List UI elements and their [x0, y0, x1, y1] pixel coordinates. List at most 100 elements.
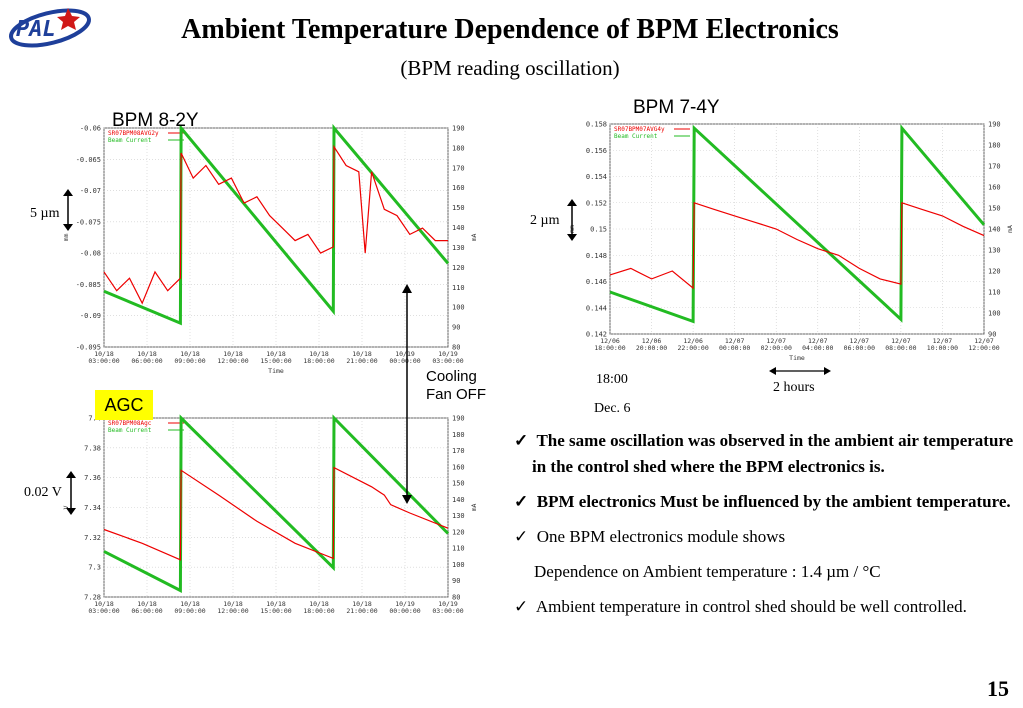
x-tick-label: 10/19 [395, 600, 415, 608]
bullet-2-text: BPM electronics Must be influenced by th… [536, 492, 1011, 511]
bullet-3-detail: Dependence on Ambient temperature : 1.4 … [534, 562, 881, 581]
y2-tick-label: 90 [988, 331, 996, 339]
x-tick-label: 03:00:00 [432, 357, 463, 365]
x-tick-label: 10/18 [94, 600, 114, 608]
y2-tick-label: 180 [452, 431, 465, 439]
x-tick-label: 04:00:00 [802, 344, 833, 352]
x-tick-label: 06:00:00 [131, 607, 162, 615]
y-tick-label: -0.08 [80, 250, 101, 258]
two-hours-arrow [769, 367, 831, 375]
y-tick-label: 7.32 [84, 534, 101, 542]
bpm-8-2y-label: BPM 8-2Y [112, 110, 199, 131]
y2-tick-label: 150 [452, 480, 465, 488]
y-tick-label: 7.36 [84, 474, 101, 482]
legend-label: SR07BPM08AVG2y [108, 130, 159, 137]
x-tick-label: 10/18 [180, 600, 200, 608]
y2-tick-label: 160 [452, 184, 465, 192]
y-tick-label: 0.156 [586, 147, 607, 155]
beam-current-line [103, 123, 450, 326]
page-subtitle: (BPM reading oscillation) [400, 56, 620, 80]
check-icon: ✓ [514, 597, 529, 616]
x-tick-label: 10/19 [438, 350, 458, 358]
beam-current-line [609, 124, 986, 324]
x-tick-label: 12:00:00 [968, 344, 999, 352]
y2-tick-label: 90 [452, 577, 460, 585]
x-tick-label: 10/19 [395, 350, 415, 358]
x-tick-label: 12/07 [974, 337, 994, 345]
check-icon: ✓ [514, 492, 529, 511]
cooling-fan-annotation: Cooling Fan OFF [426, 368, 486, 404]
y2-tick-label: 190 [988, 121, 1001, 129]
cooling-line2: Fan OFF [426, 386, 487, 403]
y-axis-label: V [62, 505, 70, 509]
y-tick-label: -0.07 [80, 187, 101, 195]
y2-tick-label: 110 [988, 289, 1001, 297]
y-tick-label: 0.144 [586, 304, 607, 312]
y-tick-label: -0.095 [76, 344, 101, 352]
y2-axis-label: mA [470, 504, 478, 512]
beam-current-line [103, 414, 450, 593]
y2-tick-label: 110 [452, 284, 465, 292]
x-tick-label: 21:00:00 [346, 607, 377, 615]
y2-tick-label: 150 [988, 205, 1001, 213]
bullet-list: ✓ The same oscillation was observed in t… [514, 428, 1019, 629]
x-tick-label: 08:00:00 [885, 344, 916, 352]
x-tick-label: 15:00:00 [260, 607, 291, 615]
x-tick-label: 00:00:00 [389, 357, 420, 365]
y-tick-label: 7.38 [84, 444, 101, 452]
y2-tick-label: 130 [452, 512, 465, 520]
position-line [609, 201, 985, 290]
y2-tick-label: 100 [452, 561, 465, 569]
agc-label: AGC [95, 390, 153, 420]
y-tick-label: 0.152 [586, 199, 607, 207]
bpm-7-4y-label: BPM 7-4Y [633, 97, 720, 118]
y-tick-label: 0.15 [590, 226, 607, 234]
x-tick-label: 12:00:00 [217, 357, 248, 365]
y2-tick-label: 140 [452, 496, 465, 504]
y-tick-label: 0.148 [586, 252, 607, 260]
x-tick-label: 09:00:00 [174, 357, 205, 365]
x-tick-label: 10/18 [137, 600, 157, 608]
y2-tick-label: 170 [452, 164, 465, 172]
x-tick-label: 00:00:00 [719, 344, 750, 352]
x-tick-label: 12/07 [725, 337, 745, 345]
x-tick-label: 10/18 [309, 600, 329, 608]
y-tick-label: 0.154 [586, 173, 607, 181]
x-tick-label: 12/06 [600, 337, 620, 345]
x-axis-label: Time [268, 367, 284, 375]
x-tick-label: 22:00:00 [677, 344, 708, 352]
page-number: 15 [987, 676, 1009, 701]
y2-tick-label: 130 [452, 244, 465, 252]
x-tick-label: 02:00:00 [761, 344, 792, 352]
x-tick-label: 00:00:00 [389, 607, 420, 615]
y-tick-label: 7.4 [88, 415, 101, 423]
x-tick-label: 10/18 [309, 350, 329, 358]
two-hours-label: 2 hours [773, 380, 815, 395]
x-tick-label: 12:00:00 [217, 607, 248, 615]
x-tick-label: 18:00:00 [594, 344, 625, 352]
y-tick-label: -0.085 [76, 281, 101, 289]
x-tick-label: 10/18 [223, 600, 243, 608]
y2-tick-label: 140 [988, 226, 1001, 234]
scale-5um-arrow [63, 189, 73, 231]
scale-5um-label: 5 µm [30, 206, 60, 221]
y2-tick-label: 120 [988, 268, 1001, 276]
cooling-fan-arrow [402, 284, 412, 504]
y-tick-label: 0.146 [586, 278, 607, 286]
x-tick-label: 10/18 [352, 600, 372, 608]
y-tick-label: -0.065 [76, 156, 101, 164]
x-tick-label: 06:00:00 [131, 357, 162, 365]
scale-002v-label: 0.02 V [24, 485, 62, 500]
y2-tick-label: 190 [452, 415, 465, 423]
x-tick-label: 20:00:00 [636, 344, 667, 352]
y2-tick-label: 100 [452, 304, 465, 312]
bullet-2: ✓ BPM electronics Must be influenced by … [514, 489, 1019, 515]
x-tick-label: 15:00:00 [260, 357, 291, 365]
y-tick-label: 7.34 [84, 504, 101, 512]
x-tick-label: 12/07 [850, 337, 870, 345]
x-tick-label: 03:00:00 [432, 607, 463, 615]
cooling-line1: Cooling [426, 368, 477, 385]
legend-label: Beam Current [614, 133, 658, 140]
bpm-7-4y-chart: 12/0618:00:0012/0620:00:0012/0622:00:001… [568, 121, 1014, 363]
x-tick-label: 06:00:00 [844, 344, 875, 352]
